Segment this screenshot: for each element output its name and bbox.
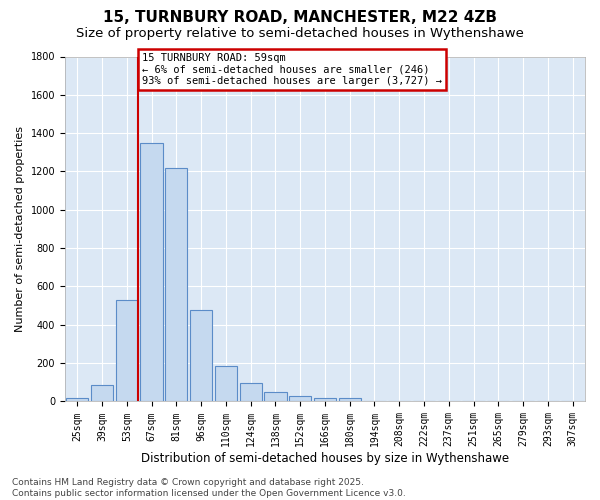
Bar	[91, 385, 113, 402]
Text: 15, TURNBURY ROAD, MANCHESTER, M22 4ZB: 15, TURNBURY ROAD, MANCHESTER, M22 4ZB	[103, 10, 497, 25]
Text: Size of property relative to semi-detached houses in Wythenshawe: Size of property relative to semi-detach…	[76, 28, 524, 40]
Bar	[116, 300, 138, 402]
X-axis label: Distribution of semi-detached houses by size in Wythenshawe: Distribution of semi-detached houses by …	[141, 452, 509, 465]
Bar	[190, 310, 212, 402]
Y-axis label: Number of semi-detached properties: Number of semi-detached properties	[15, 126, 25, 332]
Bar	[66, 398, 88, 402]
Bar	[289, 396, 311, 402]
Text: Contains HM Land Registry data © Crown copyright and database right 2025.
Contai: Contains HM Land Registry data © Crown c…	[12, 478, 406, 498]
Bar	[140, 142, 163, 402]
Bar	[239, 384, 262, 402]
Bar	[264, 392, 287, 402]
Text: 15 TURNBURY ROAD: 59sqm
← 6% of semi-detached houses are smaller (246)
93% of se: 15 TURNBURY ROAD: 59sqm ← 6% of semi-det…	[142, 53, 442, 86]
Bar	[338, 398, 361, 402]
Bar	[165, 168, 187, 402]
Bar	[215, 366, 237, 402]
Bar	[364, 400, 386, 402]
Bar	[314, 398, 336, 402]
